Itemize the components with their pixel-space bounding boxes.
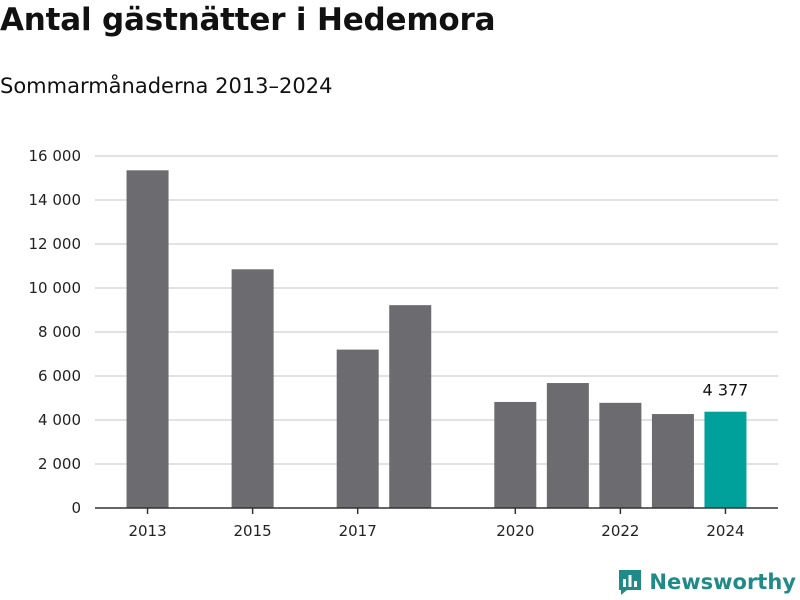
labels: 0 2 000 4 000 6 000 8 000 10 000 12 000 14 000 1…: [29, 147, 749, 540]
y-tick-label: 16 000: [29, 147, 82, 165]
bar-2017: [336, 349, 379, 508]
bar-2020: [494, 401, 537, 508]
brand-name: Newsworthy: [649, 570, 796, 594]
bar-2013: [126, 170, 169, 509]
y-tick-label: 12 000: [29, 235, 82, 253]
bars: [126, 170, 747, 509]
y-tick-label: 14 000: [29, 191, 82, 209]
gridlines: [95, 155, 778, 465]
bar-2015: [231, 269, 274, 508]
x-tick-label: 2013: [128, 522, 166, 540]
y-tick-label: 6 000: [38, 367, 81, 385]
y-tick-label: 10 000: [29, 279, 82, 297]
data-label-2024: 4 377: [703, 381, 749, 400]
x-tick-label: 2020: [496, 522, 534, 540]
bar-2024: [704, 411, 747, 508]
x-tick-label: 2024: [706, 522, 744, 540]
x-tick-label: 2015: [234, 522, 272, 540]
bar-2022: [599, 402, 642, 508]
y-tick-label: 2 000: [38, 455, 81, 473]
newsworthy-logo-icon: [619, 570, 642, 595]
brand-logo: Newsworthy: [617, 568, 796, 596]
bar-2018: [389, 305, 432, 508]
x-tick-label: 2017: [339, 522, 377, 540]
y-tick-label: 8 000: [38, 323, 81, 341]
x-tick-label: 2022: [601, 522, 639, 540]
axes: [95, 507, 778, 514]
bar-2021: [546, 383, 589, 508]
y-tick-label: 0: [71, 499, 81, 517]
chart-title: Antal gästnätter i Hedemora: [0, 2, 496, 38]
y-tick-label: 4 000: [38, 411, 81, 429]
bar-2023: [651, 414, 694, 508]
chart-subtitle: Sommarmånaderna 2013–2024: [0, 74, 333, 98]
